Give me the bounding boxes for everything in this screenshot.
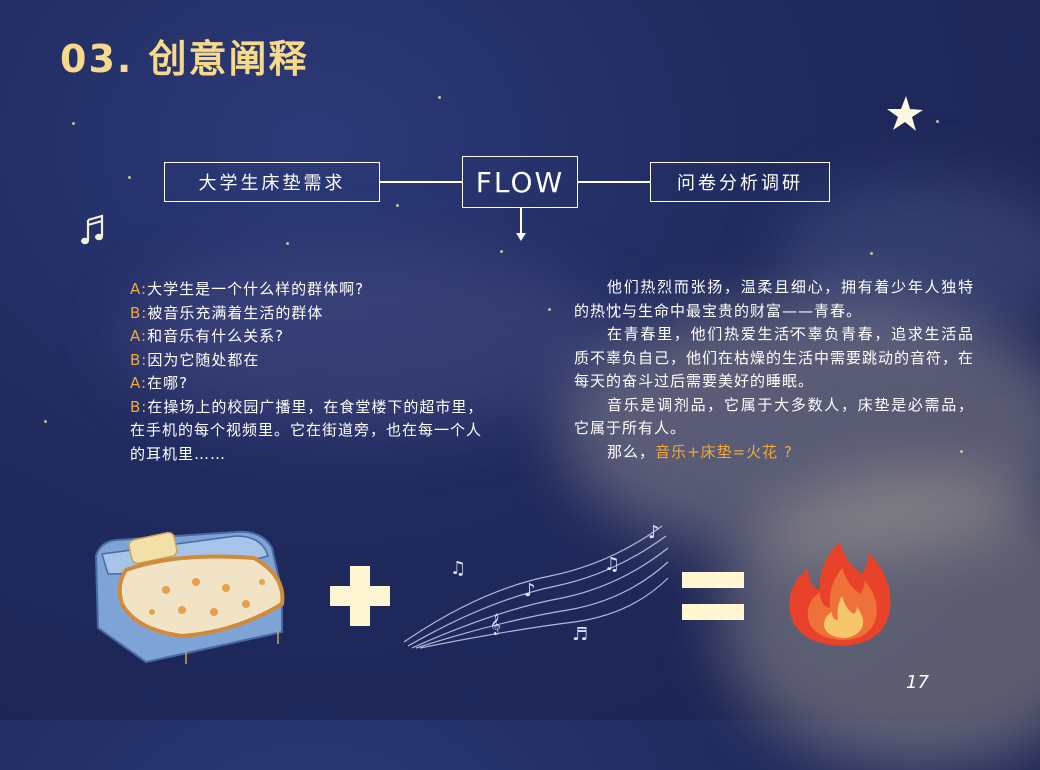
- story-paragraph: 音乐是调剂品，它属于大多数人，床垫是必需品，它属于所有人。: [574, 395, 974, 438]
- star-dot: [72, 122, 75, 125]
- flow-left-box: 大学生床垫需求: [164, 162, 380, 202]
- svg-text:♪: ♪: [524, 580, 536, 601]
- dialog-text: 和音乐有什么关系?: [147, 327, 285, 345]
- plus-icon: [330, 566, 390, 626]
- bed-icon: [94, 530, 285, 664]
- story-paragraph: 他们热烈而张扬，温柔且细心，拥有着少年人独特的热忱与生命中最宝贵的财富——青春。: [574, 278, 974, 320]
- star-dot: [548, 308, 551, 311]
- star-dot: [396, 204, 399, 207]
- dialog-text: 在操场上的校园广播里，在食堂楼下的超市里，在手机的每个视频里。它在街道旁，也在每…: [130, 397, 484, 463]
- star-dot: [790, 330, 793, 333]
- dialog-block: A:大学生是一个什么样的群体啊? B:被音乐充满着生活的群体 A:和音乐有什么关…: [130, 278, 490, 466]
- story-conclusion: 那么，音乐+床垫=火花 ?: [574, 441, 974, 465]
- flow-right-label: 问卷分析调研: [677, 173, 803, 194]
- page-title: 03. 创意阐释: [60, 37, 309, 81]
- dialog-speaker: A:: [130, 327, 148, 345]
- star-dot: [128, 176, 131, 179]
- star-dot: [870, 252, 873, 255]
- page-number: 17: [906, 672, 929, 693]
- svg-text:♪: ♪: [648, 522, 660, 543]
- fire-icon: [789, 542, 891, 646]
- dialog-line: A:在哪?: [130, 372, 490, 396]
- flow-center-box: FLOW: [462, 156, 578, 208]
- story-paragraph: 在青春里，他们热爱生活不辜负青春，追求生活品质不辜负自己，他们在枯燥的生活中需要…: [574, 325, 975, 390]
- story-block: 他们热烈而张扬，温柔且细心，拥有着少年人独特的热忱与生命中最宝贵的财富——青春。…: [574, 276, 974, 464]
- equals-icon: [682, 572, 744, 620]
- music-wave-icon: ♫ ♪ ♪ ♫ 𝄞 ♬: [403, 522, 669, 649]
- dialog-line: B:因为它随处都在: [130, 349, 490, 373]
- dialog-text: 因为它随处都在: [147, 350, 260, 369]
- dialog-speaker: B:: [130, 350, 148, 369]
- svg-text:♫: ♫: [604, 554, 620, 575]
- dialog-speaker: A:: [130, 374, 148, 392]
- dialog-text: 被音乐充满着生活的群体: [147, 303, 324, 322]
- svg-text:♬: ♬: [572, 624, 588, 645]
- flow-left-label: 大学生床垫需求: [198, 173, 346, 194]
- story-conclusion-highlight: 音乐+床垫=火花 ?: [655, 442, 793, 461]
- svg-text:♫: ♫: [450, 558, 466, 579]
- dialog-text: 在哪?: [147, 374, 189, 392]
- dialog-line: A:和音乐有什么关系?: [130, 325, 490, 349]
- dialog-speaker: B:: [130, 303, 148, 322]
- star-dot: [438, 96, 441, 99]
- star-dot: [936, 120, 939, 123]
- flow-down-arrow: [520, 207, 522, 235]
- star-icon: [887, 96, 923, 131]
- star-dot: [44, 420, 47, 423]
- story-conclusion-prefix: 那么，: [607, 442, 656, 461]
- flow-connector-left: [379, 181, 462, 183]
- dialog-text: 大学生是一个什么样的群体啊?: [147, 280, 365, 298]
- flow-center-label: FLOW: [475, 165, 565, 199]
- star-dot: [500, 250, 503, 253]
- flow-right-box: 问卷分析调研: [650, 162, 830, 202]
- dialog-speaker: A:: [130, 280, 148, 298]
- svg-text:𝄞: 𝄞: [490, 614, 501, 635]
- dialog-line: B:在操场上的校园广播里，在食堂楼下的超市里，在手机的每个视频里。它在街道旁，也…: [130, 396, 490, 467]
- star-dot: [960, 450, 963, 453]
- dialog-line: B:被音乐充满着生活的群体: [130, 302, 490, 326]
- arrow-down-icon: [516, 233, 526, 241]
- flow-connector-right: [577, 181, 650, 183]
- star-dot: [286, 242, 289, 245]
- dialog-speaker: B:: [130, 397, 148, 416]
- dialog-line: A:大学生是一个什么样的群体啊?: [130, 278, 490, 302]
- music-note-icon: [81, 214, 104, 245]
